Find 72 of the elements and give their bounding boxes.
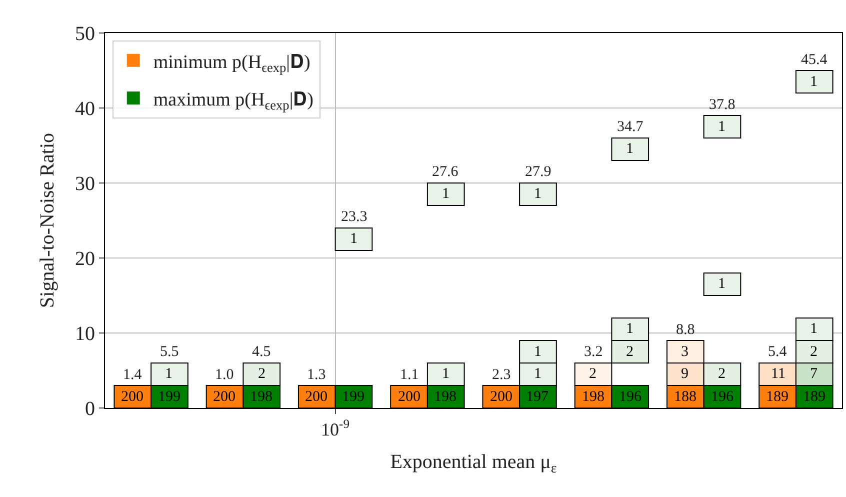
annotation: 1 — [534, 186, 542, 202]
annotation: 200 — [213, 389, 236, 405]
annotation: 1 — [350, 231, 358, 247]
annotation: 1 — [718, 119, 726, 135]
annotation: 189 — [766, 389, 788, 405]
bar — [426, 182, 465, 206]
annotation: 27.9 — [525, 164, 552, 180]
annotation: 189 — [803, 389, 826, 405]
bar — [703, 272, 742, 296]
y-axis-title: Signal-to-Noise Ratio — [36, 133, 58, 308]
annotation: 2.3 — [492, 367, 511, 383]
annotation: 2 — [589, 366, 596, 382]
annotation: 200 — [490, 389, 512, 405]
annotation: 3.2 — [584, 344, 603, 360]
annotation: 200 — [398, 389, 420, 405]
annotation: 197 — [526, 389, 549, 405]
annotation: 1 — [165, 366, 172, 382]
annotation: 198 — [434, 389, 456, 405]
annotation: 199 — [158, 389, 180, 405]
annotation: 198 — [582, 389, 604, 405]
bar — [611, 138, 650, 161]
y-tick-label: 40 — [75, 98, 95, 120]
x-tick-label: 10$^{-9}$ — [321, 417, 350, 440]
annotation: 1.1 — [400, 367, 419, 383]
y-tick-label: 30 — [75, 173, 95, 195]
bar — [334, 228, 373, 251]
y-tick-label: 50 — [75, 23, 95, 45]
annotation: 2 — [810, 344, 818, 360]
annotation: 1 — [626, 321, 634, 337]
annotation: 2 — [626, 344, 634, 360]
annotation: 200 — [121, 389, 144, 405]
y-tick-label: 10 — [75, 323, 95, 345]
annotation: 1 — [442, 186, 450, 202]
y-tick-label: 20 — [75, 248, 95, 270]
annotation: 196 — [619, 389, 642, 405]
annotation: 9 — [681, 366, 688, 382]
annotation: 8.8 — [676, 322, 695, 338]
annotation: 1.3 — [307, 367, 326, 383]
x-axis-title: Exponential mean μ$_{ε}$ — [390, 451, 557, 476]
annotation: 1 — [718, 276, 726, 292]
annotation: 1 — [810, 74, 818, 90]
annotation: 37.8 — [709, 97, 736, 113]
annotation: 3 — [681, 344, 688, 360]
legend-label: minimum p(H$_{ϵexp}$|𝐃) — [153, 52, 310, 75]
annotation: 200 — [305, 389, 328, 405]
bar — [703, 115, 742, 138]
annotation: 4.5 — [252, 344, 271, 360]
annotation: 188 — [674, 389, 696, 405]
annotation: 1 — [626, 141, 634, 157]
annotation: 1.4 — [123, 367, 142, 383]
annotation: 199 — [342, 389, 364, 405]
annotation: 1 — [534, 344, 542, 360]
annotation: 2 — [718, 366, 726, 382]
annotation: 45.4 — [801, 52, 828, 68]
annotation: 1 — [810, 321, 818, 337]
annotation: 23.3 — [341, 209, 368, 225]
legend-label: maximum p(H$_{ϵexp}$|𝐃) — [153, 89, 314, 112]
annotation: 1.0 — [215, 367, 234, 383]
annotation: 1 — [442, 366, 450, 382]
annotation: 7 — [810, 366, 818, 382]
annotation: 198 — [250, 389, 272, 405]
annotation: 5.4 — [768, 344, 788, 360]
y-tick-label: 0 — [85, 398, 95, 420]
annotation: 196 — [711, 389, 734, 405]
annotation: 34.7 — [617, 119, 644, 135]
annotation: 2 — [258, 366, 266, 382]
annotation: 27.6 — [432, 164, 459, 180]
bar — [519, 182, 557, 206]
bar — [795, 70, 834, 94]
annotation: 1 — [534, 366, 542, 382]
annotation: 5.5 — [160, 344, 179, 360]
annotation: 11 — [771, 366, 786, 382]
